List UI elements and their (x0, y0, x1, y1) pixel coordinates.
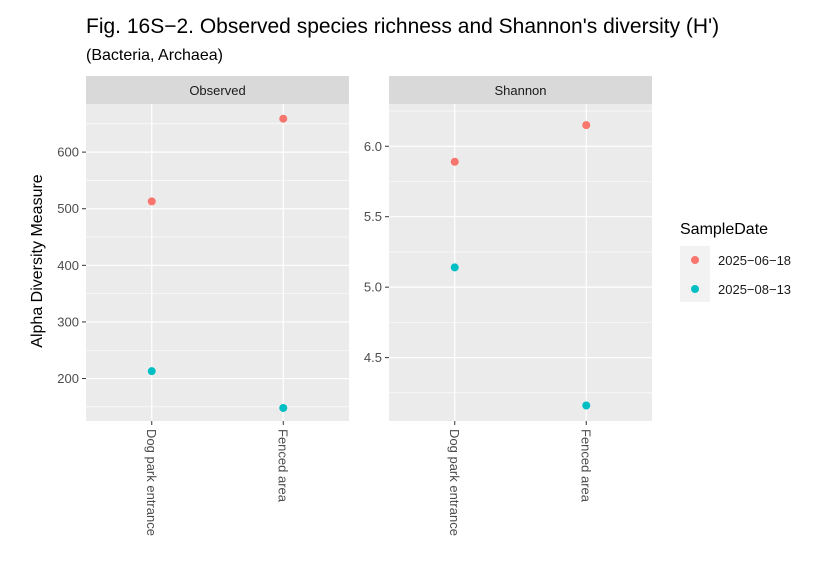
x-tick-label: Dog park entrance (144, 429, 159, 536)
x-tick-label: Fenced area (275, 429, 290, 503)
y-tick-label: 400 (57, 258, 79, 273)
legend-key (691, 285, 699, 293)
legend: SampleDate 2025−06−18 2025−08−13 (680, 221, 791, 302)
facet-strip-label: Observed (189, 83, 245, 98)
y-tick-label: 200 (57, 371, 79, 386)
y-tick-label: 5.0 (364, 280, 382, 295)
data-point (147, 197, 156, 206)
y-tick-label: 5.5 (364, 209, 382, 224)
legend-title: SampleDate (680, 221, 768, 238)
y-tick-label: 4.5 (364, 350, 382, 365)
legend-key-background (680, 246, 710, 302)
facet-panel-shannon: Shannon 4.5 5.0 5.5 6.0 Dog park entrance Fenc… (364, 76, 652, 536)
legend-key (691, 256, 699, 264)
facet-panels: Observed 200 300 400 500 600 Dog park entrance… (57, 76, 652, 536)
y-axis-title: Alpha Diversity Measure (29, 174, 46, 348)
facet-strip (86, 76, 349, 104)
chart-subtitle: (Bacteria, Archaea) (86, 47, 223, 64)
chart-title: Fig. 16S−2. Observed species richness an… (86, 15, 719, 38)
x-tick-label: Dog park entrance (447, 429, 462, 536)
data-point (279, 403, 288, 412)
y-tick-label: 6.0 (364, 139, 382, 154)
data-point (450, 157, 459, 166)
panel-background (389, 104, 652, 421)
data-point (279, 114, 288, 123)
panel-background (86, 104, 349, 421)
data-point (582, 121, 591, 130)
y-tick-label: 300 (57, 314, 79, 329)
facet-panel-observed: Observed 200 300 400 500 600 Dog park entrance… (57, 76, 349, 536)
data-point (450, 263, 459, 272)
data-point (582, 401, 591, 410)
facet-strip-label: Shannon (494, 83, 546, 98)
y-tick-label: 600 (57, 145, 79, 160)
legend-entry-label: 2025−08−13 (718, 282, 791, 297)
data-point (147, 367, 156, 376)
y-tick-label: 500 (57, 201, 79, 216)
facet-strip (389, 76, 652, 104)
x-tick-label: Fenced area (578, 429, 593, 503)
legend-entry-label: 2025−06−18 (718, 253, 791, 268)
